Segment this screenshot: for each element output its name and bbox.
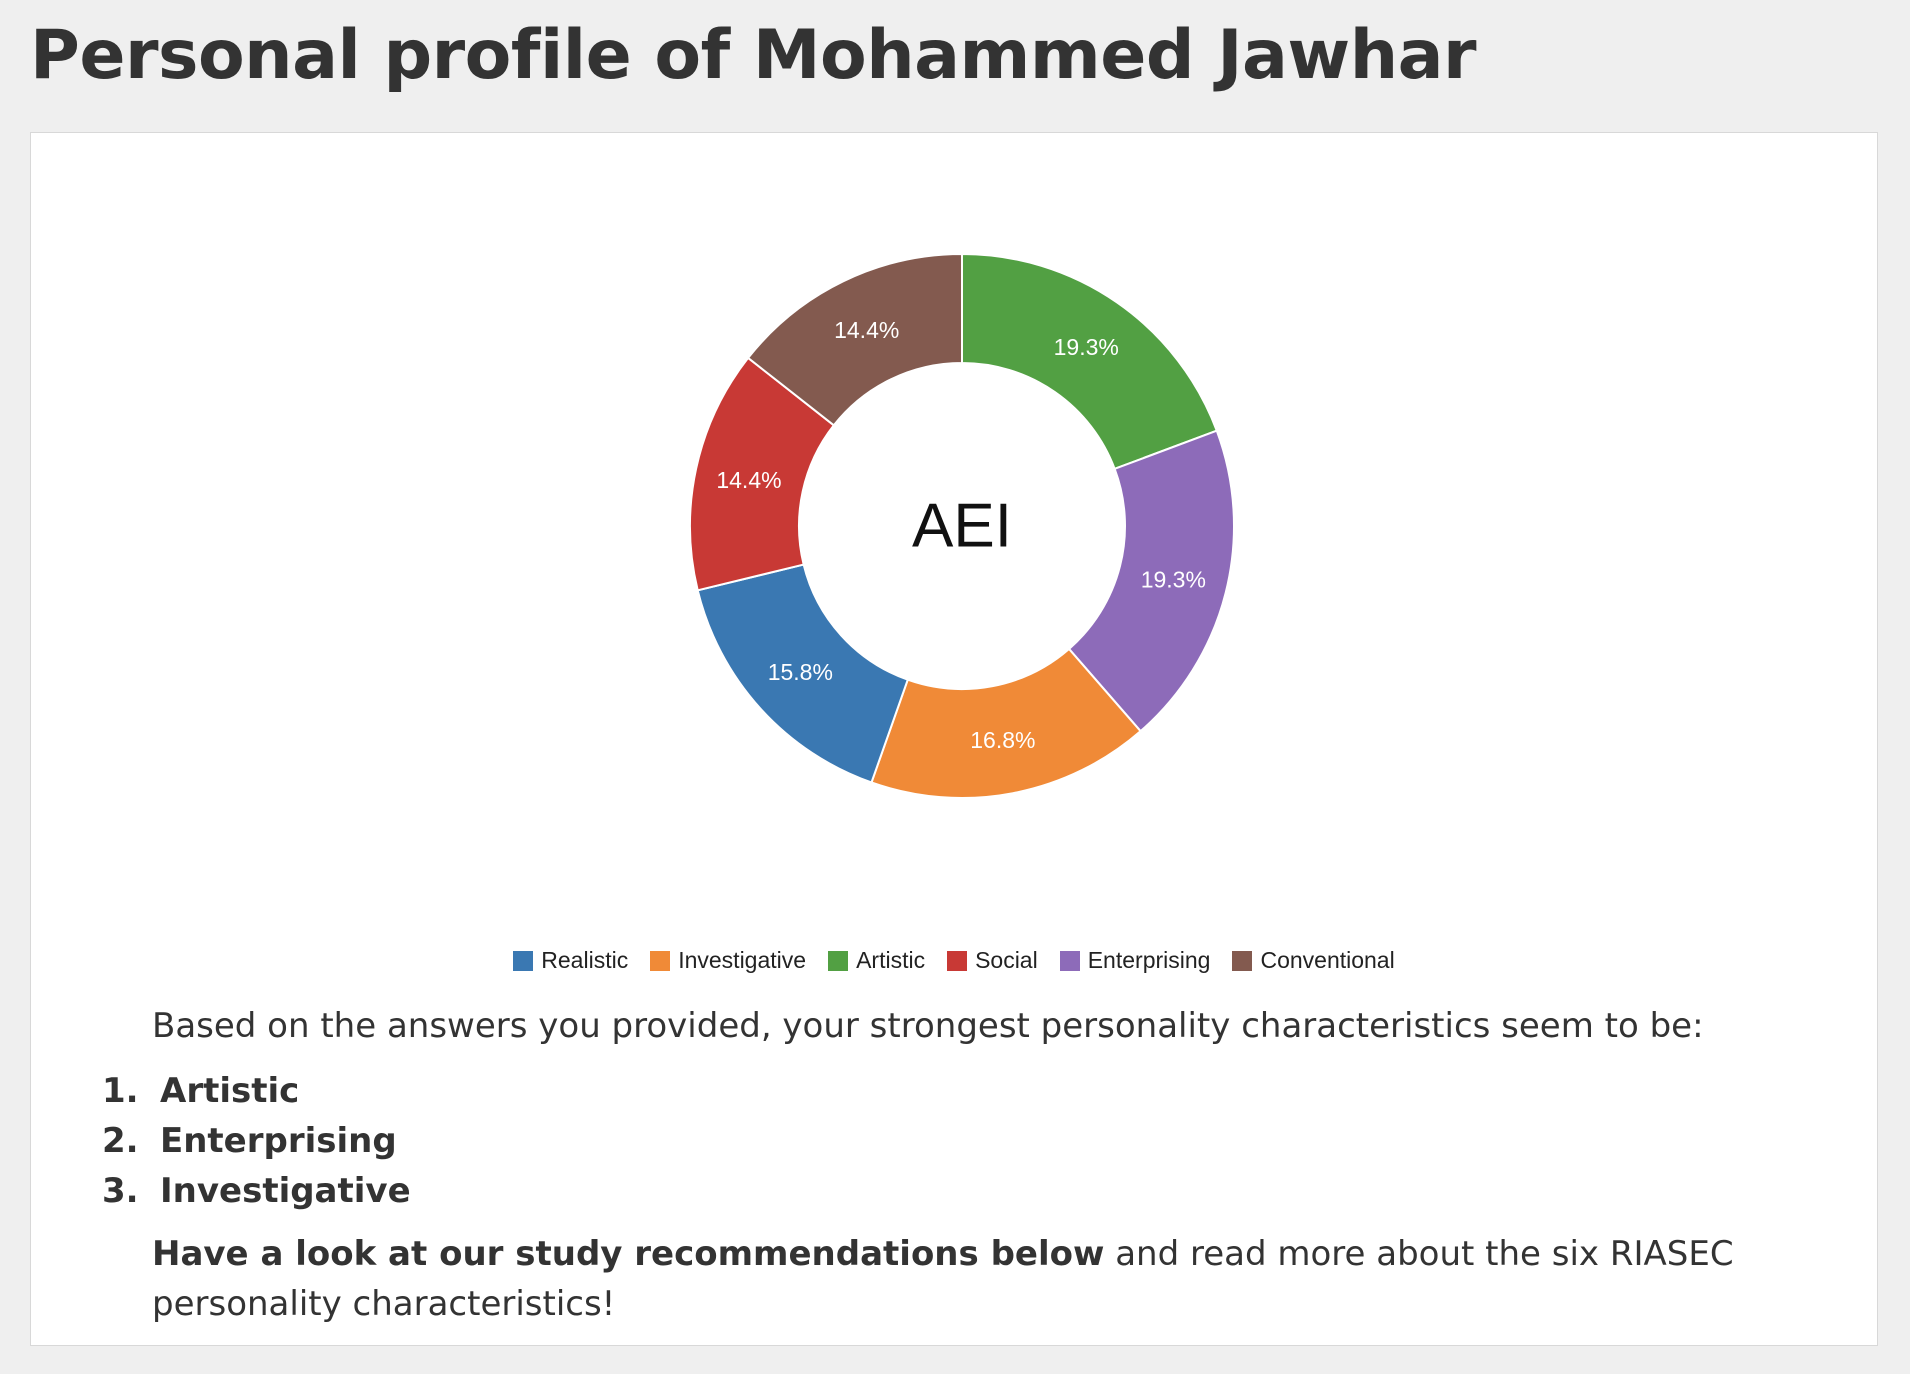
legend-item-artistic[interactable]: Artistic: [828, 947, 925, 974]
legend-swatch-artistic: [828, 950, 849, 971]
list-item-number: 1.: [102, 1071, 139, 1111]
legend-swatch-realistic: [513, 950, 534, 971]
list-item-label: Artistic: [160, 1071, 300, 1111]
legend-swatch-conventional: [1232, 950, 1253, 971]
results-outro-rest: and read more about the six RIASEC perso…: [152, 1234, 1734, 1324]
list-item: 2. Enterprising: [102, 1116, 1772, 1166]
legend-label-artistic: Artistic: [856, 947, 926, 973]
donut-slice-conventional[interactable]: [746, 252, 963, 427]
donut-center-label: AEI: [912, 492, 1012, 561]
results-intro: Based on the answers you provided, your …: [152, 1006, 1704, 1046]
list-item-label: Investigative: [160, 1171, 411, 1211]
slice-label-artistic: 19.3%: [1054, 334, 1119, 360]
slice-label-enterprising: 19.3%: [1141, 567, 1206, 593]
donut-slice-artistic[interactable]: [961, 252, 1219, 471]
profile-card: 19.3% 19.3% 16.8% 15.8% 14.4% 14.4% AEI Realis…: [30, 132, 1878, 1346]
chart-legend: Realistic Investigative Artistic Social …: [31, 947, 1877, 974]
legend-item-social[interactable]: Social: [947, 947, 1038, 974]
legend-label-social: Social: [975, 947, 1038, 973]
legend-label-realistic: Realistic: [541, 947, 629, 973]
list-item: 3. Investigative: [102, 1166, 1772, 1216]
legend-swatch-investigative: [650, 950, 671, 971]
slice-label-investigative: 16.8%: [970, 727, 1035, 753]
list-item-number: 3.: [102, 1171, 139, 1211]
results-text: Based on the answers you provided, your …: [102, 1001, 1772, 1329]
results-outro: Have a look at our study recommendations…: [152, 1229, 1772, 1329]
study-recommendations-link-text[interactable]: Have a look at our study recommendations…: [152, 1234, 1105, 1274]
riasec-donut-chart: 19.3% 19.3% 16.8% 15.8% 14.4% 14.4% AEI: [689, 252, 1235, 799]
legend-swatch-social: [947, 950, 968, 971]
legend-item-enterprising[interactable]: Enterprising: [1059, 947, 1211, 974]
slice-label-realistic: 15.8%: [768, 659, 833, 685]
slice-label-social: 14.4%: [716, 467, 781, 493]
list-item-label: Enterprising: [160, 1121, 397, 1161]
list-item: 1. Artistic: [102, 1066, 1772, 1116]
legend-label-enterprising: Enterprising: [1087, 947, 1211, 973]
donut-slice-enterprising[interactable]: [1067, 429, 1235, 733]
legend-label-conventional: Conventional: [1260, 947, 1395, 973]
slice-label-conventional: 14.4%: [834, 317, 899, 343]
legend-item-investigative[interactable]: Investigative: [650, 947, 806, 974]
legend-label-investigative: Investigative: [678, 947, 807, 973]
legend-swatch-enterprising: [1059, 950, 1080, 971]
top-characteristics-list: 1. Artistic 2. Enterprising 3. Investigativ…: [102, 1066, 1772, 1216]
legend-item-conventional[interactable]: Conventional: [1232, 947, 1395, 974]
list-item-number: 2.: [102, 1121, 139, 1161]
legend-item-realistic[interactable]: Realistic: [513, 947, 628, 974]
page-title: Personal profile of Mohammed Jawhar: [30, 16, 1477, 95]
